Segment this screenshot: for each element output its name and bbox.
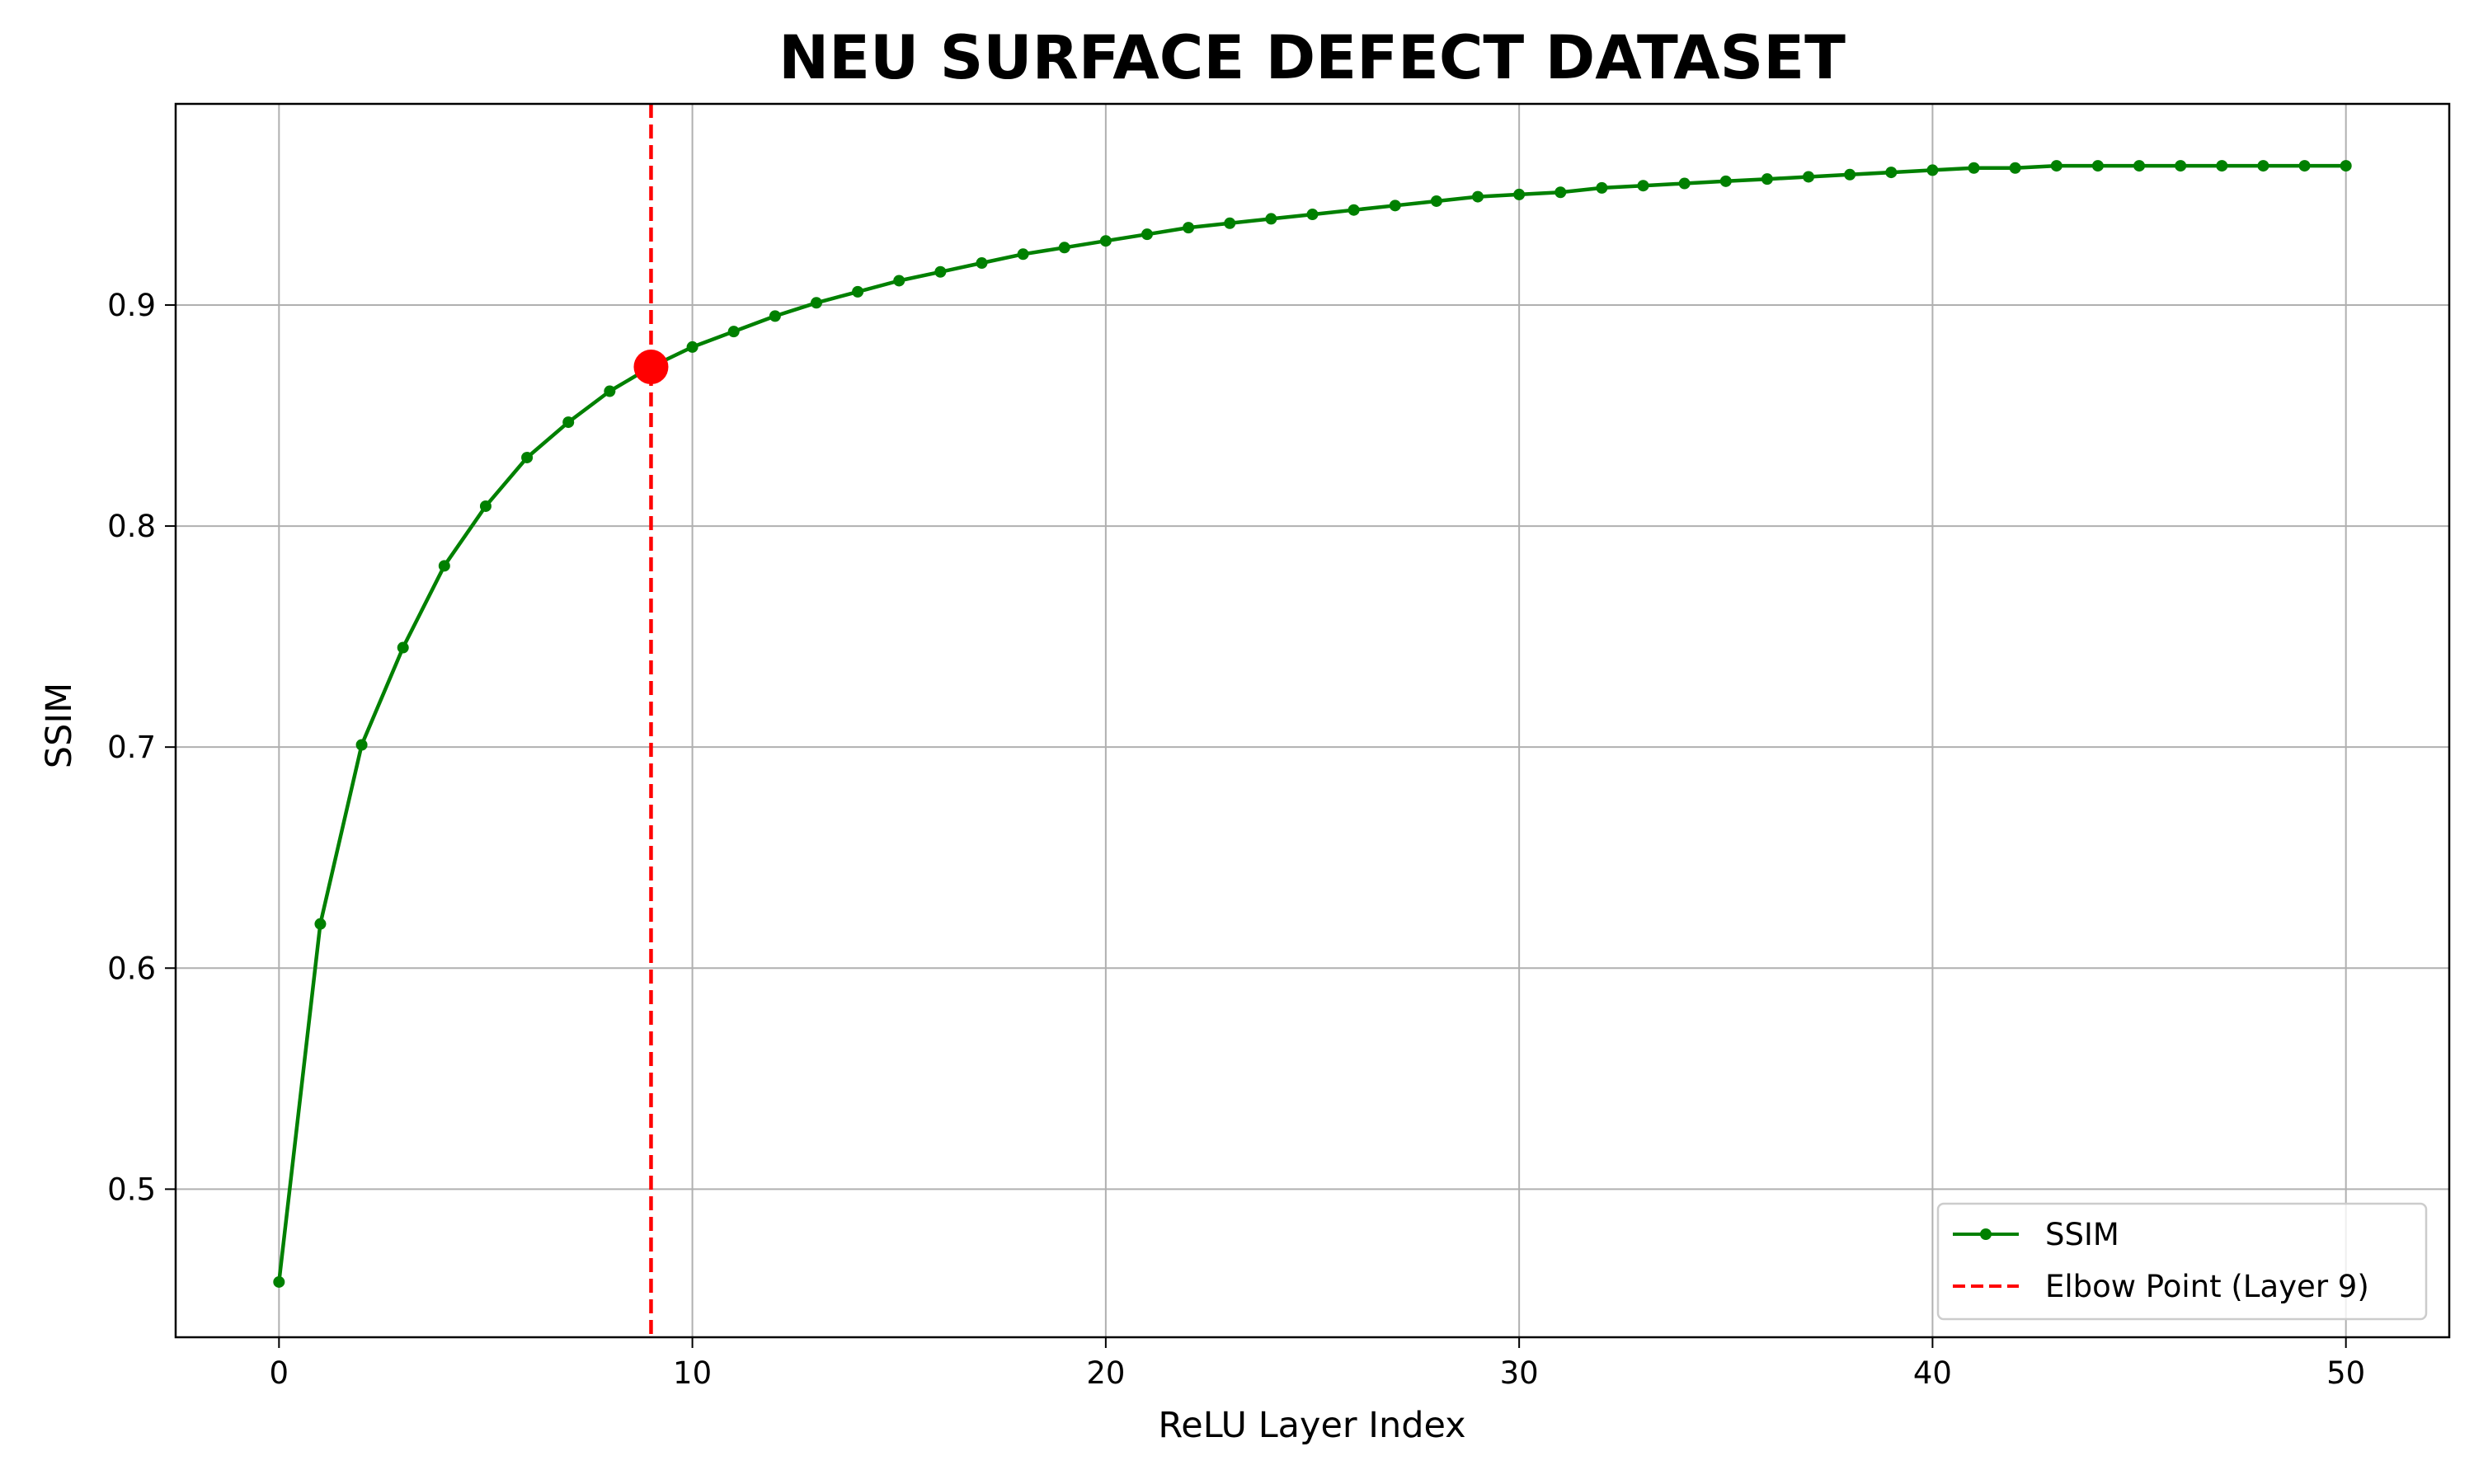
y-tick-label: 0.7 [107,730,156,765]
ticks: 0 10 20 30 40 50 0.5 0.6 0.7 0.8 0.9 [107,288,2365,1391]
data-point-ssim [1472,190,1484,203]
data-point-ssim [1926,164,1939,176]
data-point-ssim [273,1275,285,1288]
x-tick-label: 10 [673,1355,712,1391]
data-point-ssim [686,340,698,353]
data-point-ssim [1183,222,1195,234]
data-point-ssim [1306,209,1319,221]
data-point-ssim [438,560,450,572]
y-tick-label: 0.9 [107,288,156,323]
data-point-ssim [934,265,947,278]
data-point-ssim [1348,204,1360,216]
data-point-ssim [852,285,864,298]
data-point-ssim [2216,160,2228,172]
x-tick-label: 40 [1913,1355,1952,1391]
data-point-ssim [976,257,988,270]
data-point-ssim [2340,160,2352,172]
data-point-ssim [1265,213,1277,225]
data-point-ssim [1224,217,1236,229]
data-point-ssim [1389,200,1401,212]
plot-frame [174,102,2451,1339]
data-point-ssim [810,297,822,309]
data-point-ssim [355,739,368,751]
data-point-ssim [1058,242,1070,254]
data-point-ssim [1844,168,1856,181]
legend-ssim-marker [1980,1228,1992,1240]
data-point-ssim [727,326,740,338]
data-point-ssim [1554,186,1567,199]
data-point-ssim [479,500,492,512]
data-point-ssim [1968,162,1980,174]
y-tick-label: 0.8 [107,509,156,544]
data-point-ssim [1141,228,1153,241]
data-point-ssim [2009,162,2021,174]
legend-elbow-label: Elbow Point (Layer 9) [2045,1269,2369,1304]
data-point-ssim [2298,160,2311,172]
x-tick-label: 50 [2326,1355,2365,1391]
data-point-ssim [769,310,781,322]
data-point-ssim [1513,188,1526,200]
y-tick-label: 0.5 [107,1172,156,1207]
data-point-ssim [2091,160,2104,172]
x-axis-label: ReLU Layer Index [1158,1405,1465,1446]
data-point-ssim [1596,181,1608,194]
x-tick-label: 0 [270,1355,289,1391]
legend-ssim-label: SSIM [2045,1217,2119,1252]
data-point-ssim [893,275,905,287]
data-point-ssim [604,385,616,397]
data-point-ssim [1637,180,1649,192]
grid [176,104,2449,1337]
data-point-ssim [1885,167,1898,179]
data-point-ssim [1099,235,1112,247]
data-point-ssim [1430,195,1442,207]
data-point-ssim [1017,248,1029,261]
data-point-ssim [2175,160,2187,172]
x-tick-label: 30 [1500,1355,1539,1391]
plot-data [273,104,2352,1337]
elbow-point-marker [633,350,669,385]
data-point-ssim [562,416,575,429]
data-point-ssim [1678,177,1691,190]
data-point-ssim [1803,171,1815,183]
data-point-ssim [2257,160,2269,172]
x-tick-label: 20 [1086,1355,1125,1391]
chart-title: NEU SURFACE DEFECT DATASET [778,23,1846,93]
legend: SSIM Elbow Point (Layer 9) [1936,1202,2428,1321]
data-point-ssim [2133,160,2146,172]
data-point-ssim [1761,173,1773,186]
data-point-ssim [397,641,409,654]
data-point-ssim [1719,175,1732,187]
data-point-ssim [2050,160,2062,172]
data-point-ssim [314,918,327,930]
legend-box [1936,1202,2428,1321]
data-point-ssim [521,451,534,463]
y-tick-label: 0.6 [107,951,156,986]
y-axis-label: SSIM [39,683,80,768]
